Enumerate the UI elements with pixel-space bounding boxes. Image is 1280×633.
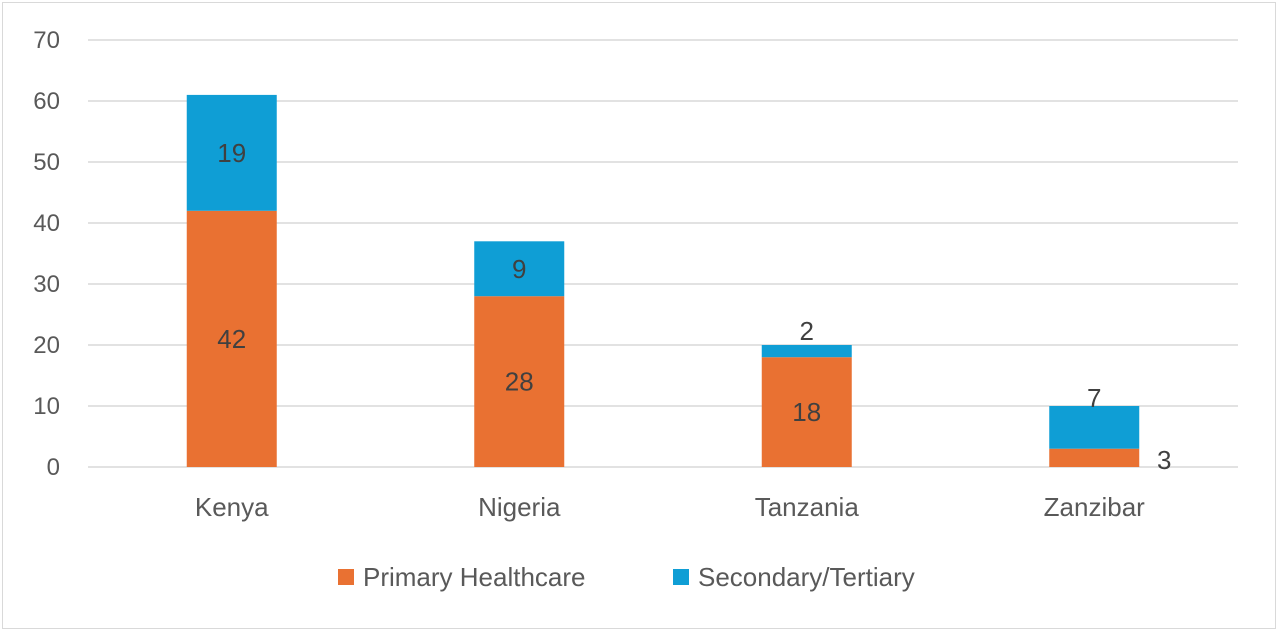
y-tick-label: 10 [33, 393, 60, 420]
data-label-secondary: 7 [1087, 383, 1101, 413]
x-category-label: Nigeria [478, 492, 561, 522]
data-label-secondary: 19 [217, 138, 246, 168]
y-tick-label: 50 [33, 149, 60, 176]
legend-swatch-secondary [673, 569, 689, 585]
y-tick-label: 20 [33, 332, 60, 359]
data-label-secondary: 9 [512, 254, 526, 284]
bar-kenya-secondary [186, 94, 277, 211]
legend-label-primary: Primary Healthcare [363, 562, 586, 592]
data-label-primary: 3 [1157, 445, 1171, 475]
legend-swatch-primary [338, 569, 354, 585]
data-label-primary: 28 [505, 367, 534, 397]
bar-kenya-primary [186, 210, 277, 468]
data-label-secondary: 2 [800, 316, 814, 346]
x-category-label: Kenya [195, 492, 269, 522]
bar-nigeria-primary [474, 296, 565, 467]
y-tick-label: 30 [33, 271, 60, 298]
y-tick-label: 60 [33, 88, 60, 115]
x-category-label: Zanzibar [1044, 492, 1145, 522]
y-tick-label: 40 [33, 210, 60, 237]
bar-zanzibar-secondary [1049, 406, 1140, 449]
bar-tanzania-secondary [761, 345, 852, 358]
bar-tanzania-primary [761, 357, 852, 467]
y-tick-label: 70 [33, 27, 60, 54]
data-label-primary: 18 [792, 397, 821, 427]
bar-nigeria-secondary [474, 241, 565, 297]
y-tick-label: 0 [47, 454, 60, 481]
x-category-label: Tanzania [755, 492, 860, 522]
legend-label-secondary: Secondary/Tertiary [698, 562, 915, 592]
bar-zanzibar-primary [1049, 448, 1140, 467]
data-label-primary: 42 [217, 324, 246, 354]
